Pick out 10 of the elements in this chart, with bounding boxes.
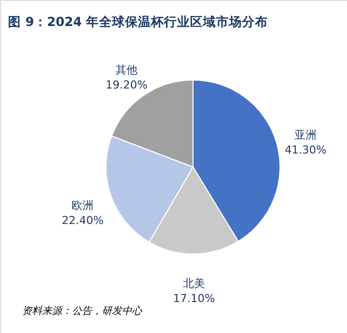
data-label: 22.40% [62,214,104,227]
data-label: 41.30% [284,143,327,156]
slice-label: 亚洲 [294,128,317,142]
slice-label: 欧洲 [72,198,94,212]
slice-label: 北美 [183,276,206,290]
text: 资料来源：公告，研发中心 [22,305,143,317]
slice-label: 其他 [116,64,138,77]
chart-title: 图 9：2024 年全球保温杯行业区域市场分布 [8,14,268,29]
data-label: 17.10% [173,292,216,305]
data-label: 19.20% [106,78,148,92]
